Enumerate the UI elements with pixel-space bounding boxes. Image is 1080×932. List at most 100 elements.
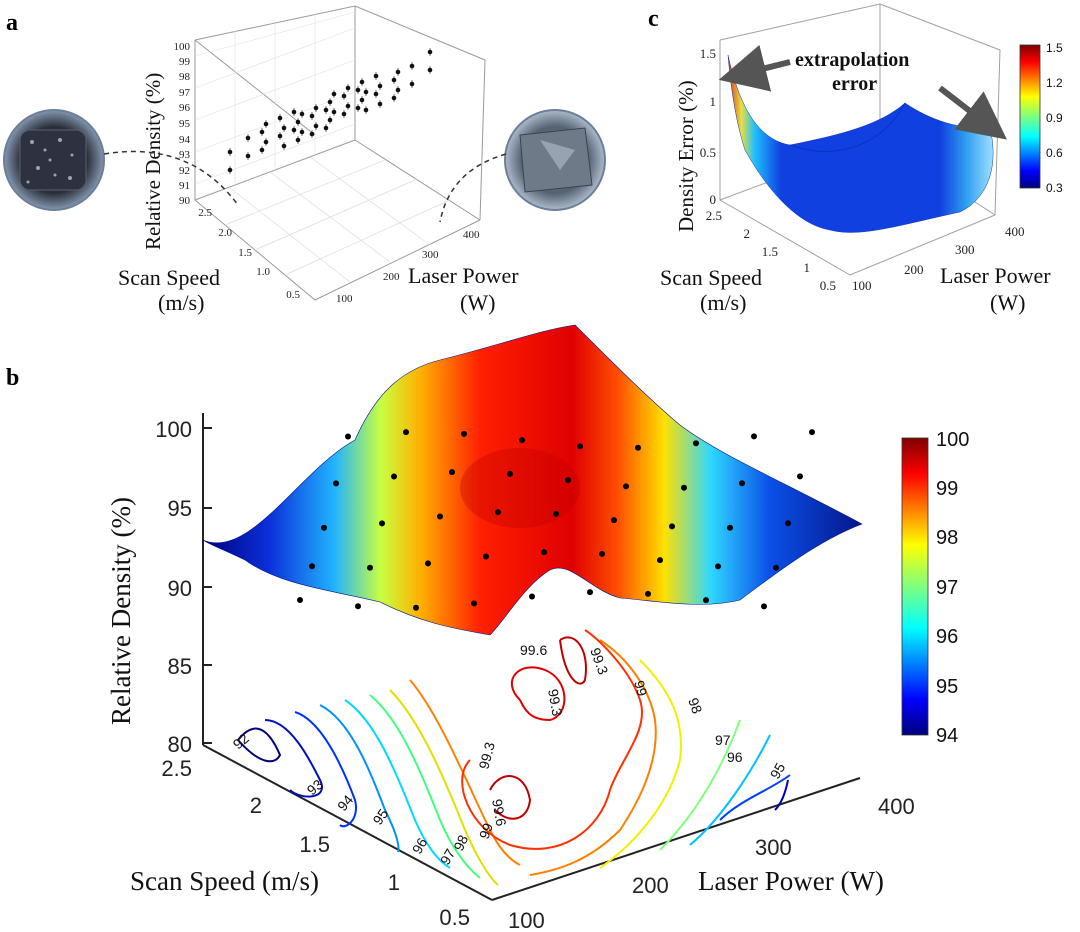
measurement-point — [519, 437, 525, 444]
speed-tick: 1.5 — [299, 832, 330, 857]
measurement-point — [529, 593, 535, 600]
data-point — [299, 111, 305, 117]
contour-92 — [237, 727, 282, 763]
panel-a-xlabel-line2: (m/s) — [158, 290, 204, 315]
speed-tick: 2.5 — [706, 208, 722, 223]
measurement-point — [785, 520, 791, 527]
data-point — [373, 91, 379, 97]
data-point — [363, 107, 369, 113]
measurement-point — [565, 477, 571, 484]
contour-label: 95 — [369, 806, 391, 828]
contour-label: 92 — [230, 730, 252, 752]
measurement-point — [461, 430, 467, 437]
colorbar-tick: 1.2 — [1046, 76, 1063, 90]
extrapolation-annotation-line2: error — [832, 73, 877, 95]
contour-label: 96 — [409, 835, 431, 857]
left-connector — [103, 150, 239, 206]
colorbar-tick: 0.9 — [1046, 111, 1063, 125]
measurement-point — [715, 563, 721, 570]
power-tick: 100 — [852, 278, 872, 293]
contour-label: 97 — [437, 846, 459, 868]
data-point — [395, 87, 401, 93]
data-point — [313, 123, 319, 129]
measurement-point — [797, 473, 803, 480]
data-point — [373, 73, 379, 79]
speed-tick: 1.5 — [762, 244, 778, 259]
panel-c: c 0 0.5 1 1.5 0.5 1 1.5 2 2.5 100 200 30… — [648, 3, 1063, 315]
measurement-point — [321, 524, 327, 531]
data-point — [295, 137, 301, 143]
colorbar-tick: 1.5 — [1046, 41, 1063, 55]
z-tick: 91 — [179, 180, 190, 192]
panel-b-surface — [202, 324, 863, 636]
panel-label-a: a — [6, 10, 18, 36]
measurement-point — [587, 589, 593, 596]
measurement-point — [379, 520, 385, 527]
measurement-point — [333, 480, 339, 487]
measurement-point — [449, 469, 455, 476]
power-tick: 300 — [755, 835, 792, 860]
z-tick: 0.5 — [700, 145, 716, 160]
panel-b-contours — [237, 629, 791, 886]
measurement-point — [645, 590, 651, 597]
measurement-point — [345, 433, 351, 440]
panel-b: b 80 85 90 95 100 0.5 1 1.5 2 2.5 — [6, 324, 969, 932]
extrapolation-annotation-line1: extrapolation — [795, 49, 909, 71]
data-point — [291, 127, 297, 133]
contour-98 — [389, 689, 499, 886]
panel-c-ylabel-line1: Laser Power — [940, 263, 1051, 288]
panel-b-power-ticks: 100 200 300 400 — [508, 794, 915, 932]
contour-99-3-inner — [510, 666, 566, 722]
contour-label: 97 — [715, 732, 731, 748]
data-point — [391, 95, 397, 101]
power-tick: 200 — [904, 262, 924, 277]
speed-tick: 2.5 — [198, 207, 212, 219]
measurement-point — [599, 550, 605, 557]
measurement-point — [541, 549, 547, 556]
data-point — [263, 139, 269, 145]
panel-c-ylabel-line2: (W) — [990, 290, 1025, 315]
contour-label: 96 — [727, 749, 743, 765]
contour-98-right — [599, 659, 682, 869]
data-point — [309, 113, 315, 119]
speed-tick: 0.5 — [820, 278, 836, 293]
measurement-point — [727, 524, 733, 531]
data-point — [341, 111, 347, 117]
contour-94 — [294, 711, 357, 828]
extrapolation-arrow-left — [718, 44, 791, 92]
power-tick: 100 — [508, 908, 545, 932]
contour-label: 95 — [767, 760, 789, 782]
porous-cube-texture — [26, 138, 74, 184]
z-tick: 90 — [179, 195, 191, 207]
power-tick: 100 — [336, 293, 353, 305]
power-tick: 400 — [1005, 224, 1025, 239]
panel-c-xlabel-line1: Scan Speed — [660, 265, 762, 290]
contour-97-right — [659, 719, 741, 851]
data-point — [409, 63, 415, 69]
z-tick: 99 — [179, 56, 191, 68]
z-tick: 93 — [179, 149, 191, 161]
colorbar-tick: 0.3 — [1046, 181, 1063, 195]
right-connector — [439, 153, 507, 223]
contour-96 — [344, 699, 451, 869]
panel-b-xlabel: Scan Speed (m/s) — [130, 866, 319, 896]
z-tick: 95 — [168, 496, 192, 521]
measurement-point — [437, 513, 443, 520]
z-tick: 92 — [179, 165, 190, 177]
contour-95 — [319, 704, 400, 853]
panel-a-power-ticks: 100 200 300 400 — [336, 229, 480, 305]
contour-label: 99.3 — [475, 740, 498, 771]
data-point — [427, 67, 433, 73]
data-point — [345, 85, 351, 91]
measurement-point — [309, 563, 315, 570]
panel-a: a — [3, 5, 606, 315]
data-point — [281, 143, 287, 149]
data-point — [409, 81, 415, 87]
data-point — [327, 99, 333, 105]
power-tick: 300 — [422, 249, 439, 261]
speed-tick: 2.5 — [161, 756, 192, 781]
measurement-point — [367, 564, 373, 571]
contour-99 — [409, 679, 521, 866]
porous-cube-shape — [19, 129, 87, 191]
